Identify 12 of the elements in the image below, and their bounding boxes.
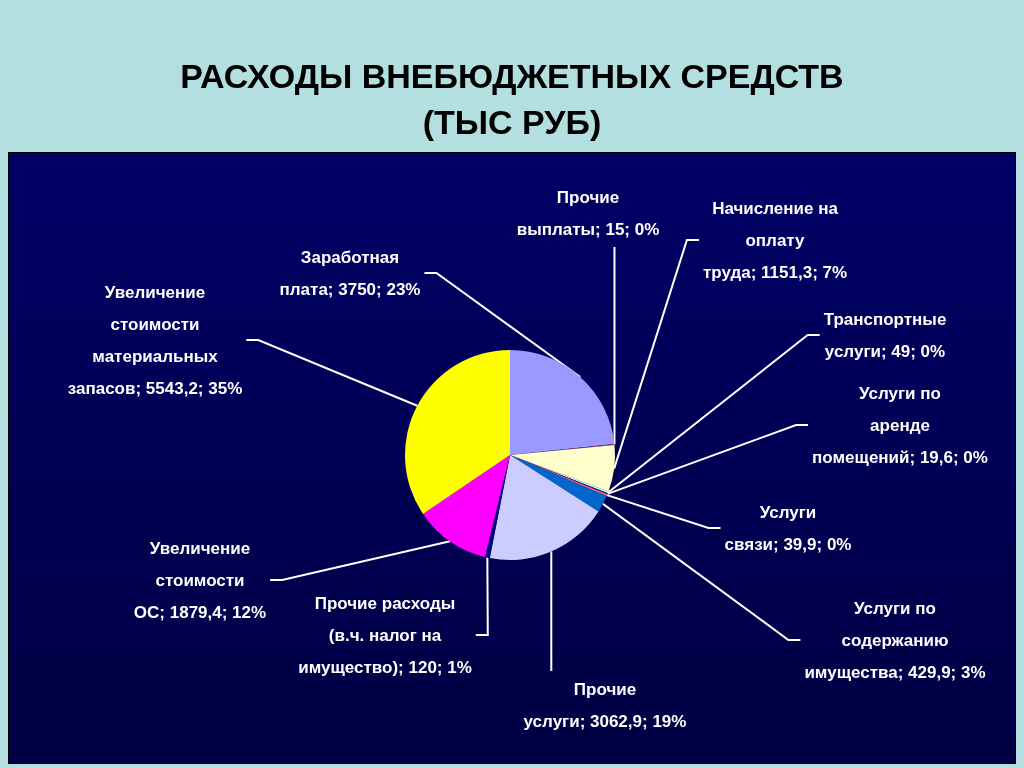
slice-label: Увеличение стоимости ОС; 1879,4; 12% — [133, 538, 267, 622]
slice-label: Прочие расходы (в.ч. налог на имущество); 120; 1% — [298, 593, 472, 677]
chart-title: РАСХОДЫ ВНЕБЮДЖЕТНЫХ СРЕДСТВ (ТЫС РУБ) — [180, 57, 844, 141]
slice-label: Начисление на оплату труда; 1151,3; 7% — [702, 198, 848, 282]
slice-label: Услуги связи; 39,9; 0% — [724, 502, 852, 554]
slice-label: Прочие выплаты; 15; 0% — [516, 187, 660, 239]
slice-label: Транспортные услуги; 49; 0% — [823, 309, 947, 361]
slice-label: Услуги по содержанию имущества; 429,9; 3% — [804, 598, 986, 682]
slice-label: Увеличение стоимости материальных запасов; 5543,2; 35% — [67, 282, 243, 398]
slice-label: Заработная плата; 3750; 23% — [279, 247, 421, 299]
slice-label: Прочие услуги; 3062,9; 19% — [523, 679, 687, 731]
slice-label: Услуги по аренде помещений; 19,6; 0% — [812, 383, 988, 467]
